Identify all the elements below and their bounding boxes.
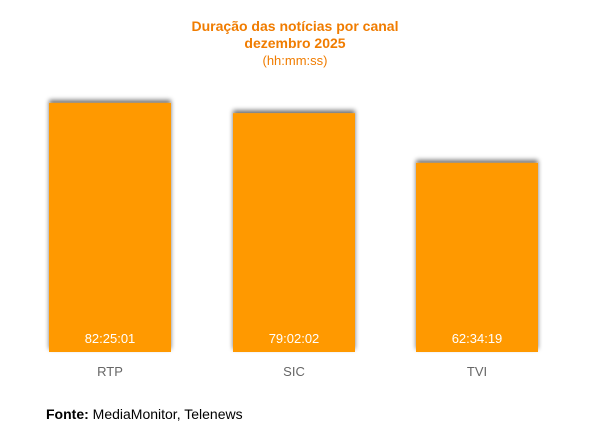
category-label-sic: SIC [283,364,305,379]
chart-title-line-2: dezembro 2025 [244,35,346,51]
chart-title-line-1: Duração das notícias por canal [191,18,399,34]
bar-sic [233,113,355,352]
value-label-tvi: 62:34:19 [452,331,503,346]
value-label-rtp: 82:25:01 [85,331,136,346]
bar-rtp [49,102,171,352]
source-note: Fonte: MediaMonitor, Telenews [46,406,243,422]
source-label: Fonte: [46,406,89,422]
source-text: MediaMonitor, Telenews [88,406,243,422]
bar-tvi [416,162,538,352]
chart-title-line-3: (hh:mm:ss) [262,53,328,68]
chart-title: Duração das notícias por canal dezembro … [0,18,590,69]
category-label-tvi: TVI [467,364,487,379]
category-label-rtp: RTP [97,364,123,379]
value-label-sic: 79:02:02 [269,331,320,346]
